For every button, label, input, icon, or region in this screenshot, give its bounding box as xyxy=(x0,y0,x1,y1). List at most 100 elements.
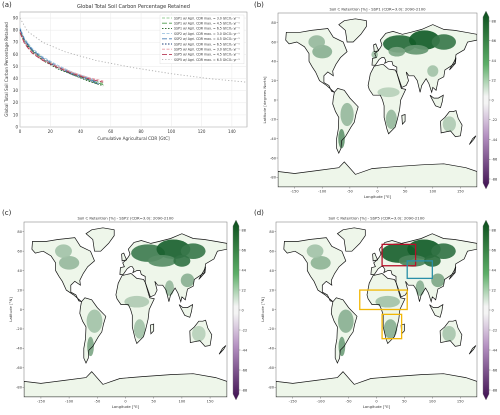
map-title: Soil C Retention [%] - SSP5 (CDR=3.0): 2… xyxy=(328,216,425,221)
legend-label: SSP2 w/ Agri. CDR max. = 4.5 GtCO₂ yr⁻¹ xyxy=(174,37,240,41)
colorbar-tick-label: 0 xyxy=(492,308,494,312)
y-tick-label: -20 xyxy=(16,327,23,331)
retention-patch xyxy=(375,295,400,308)
retention-patch xyxy=(124,295,150,308)
colorbar: 88 66 44 22 0 -22 -44 -66 -88 xyxy=(232,219,248,401)
colorbar-tick-label: 0 xyxy=(492,98,494,102)
land-antarctica xyxy=(276,371,477,397)
retention-patch xyxy=(442,116,456,132)
x-tick-label: 150 xyxy=(207,400,215,404)
x-tick-label: 0 xyxy=(376,190,379,194)
map-title: Soil C Retention [%] - SSP1 (CDR=3.0): 2… xyxy=(329,7,426,12)
coastline-eurasia xyxy=(370,233,477,304)
colorbar-bar xyxy=(482,10,490,190)
y-tick-label: 60 xyxy=(13,52,19,57)
y-tick-label: -20 xyxy=(268,327,275,331)
y-tick-label: 20 xyxy=(17,288,22,292)
coastline-indonesia xyxy=(429,94,444,109)
x-tick-label: 50 xyxy=(402,400,407,404)
y-tick-label: -60 xyxy=(16,366,23,370)
y-tick-label: 40 xyxy=(17,269,22,273)
legend-label: SSP5 w/ Agri. CDR max. = 4.5 GtCO₂ yr⁻¹ xyxy=(174,53,240,57)
colorbar-tick-label: -66 xyxy=(242,368,248,372)
x-axis-label: Longitude [°E] xyxy=(364,194,392,199)
y-tick-label: -60 xyxy=(268,366,275,370)
coastline-indonesia xyxy=(429,303,444,318)
y-tick-label: 40 xyxy=(269,269,274,273)
colorbar-tick-label: -44 xyxy=(492,138,498,142)
retention-patch xyxy=(338,129,345,149)
retention-patch xyxy=(308,35,325,49)
colorbar-tick-label: 22 xyxy=(492,79,496,83)
retention-patch xyxy=(180,273,195,288)
y-tick-label: 80 xyxy=(271,21,276,25)
legend-label: SSP2 w/ Agri. CDR max. = 3.0 GtCO₂ yr⁻¹ xyxy=(174,32,240,36)
x-tick-label: 0 xyxy=(124,400,127,404)
retention-patch xyxy=(164,280,174,296)
coastline-layer xyxy=(276,227,477,397)
coastline-namerica xyxy=(283,237,347,303)
x-tick-label: -150 xyxy=(291,190,300,194)
y-tick-label: -80 xyxy=(16,386,23,390)
retention-patch xyxy=(55,244,72,258)
legend-label: SSP1 w/ Agri. CDR max. = 6.5 GtCO₂ yr⁻¹ xyxy=(174,27,240,31)
x-tick-label: 50 xyxy=(403,190,408,194)
x-tick-label: 120 xyxy=(198,129,206,134)
colorbar-tick-label: 88 xyxy=(242,228,246,232)
series-line-7 xyxy=(19,31,104,82)
map-title: Soil C Retention [%] - SSP2 (CDR=3.0): 2… xyxy=(77,216,174,221)
colorbar-tick-label: 66 xyxy=(492,248,496,252)
coastline-nz xyxy=(218,345,227,355)
panel-label-a: (a) xyxy=(2,1,12,9)
colorbar-tick-label: -88 xyxy=(492,388,498,392)
colorbar-tick-label: 22 xyxy=(242,288,246,292)
coastline-samerica xyxy=(330,297,358,364)
retention-patch xyxy=(371,50,379,59)
retention-patch xyxy=(388,46,406,57)
y-axis-label: Global Total Soil Carbon Percentage Reta… xyxy=(4,22,9,117)
y-tick-label: 60 xyxy=(271,40,276,44)
coastline-greenland xyxy=(338,18,367,43)
colorbar-tick-label: -88 xyxy=(492,177,498,181)
retention-patch xyxy=(442,326,456,342)
x-tick-label: 100 xyxy=(429,400,437,404)
colorbar: 88 66 44 22 0 -22 -44 -66 -88 xyxy=(482,219,498,401)
y-tick-label: 80 xyxy=(13,28,19,33)
map-panel-d: -150 -100 -50 0 50 100 150 80 60 40 20 0 -20 -40 -60 -8… xyxy=(260,216,498,410)
coastline-uk xyxy=(121,252,128,262)
coastline-samerica xyxy=(79,297,107,364)
land-uk xyxy=(372,253,378,261)
retention-patch xyxy=(415,280,425,296)
land-greenland xyxy=(338,18,367,42)
colorbar-tick-label: 44 xyxy=(492,268,497,272)
retention-patch xyxy=(431,243,456,259)
coastline-nz xyxy=(468,345,477,355)
x-tick-label: 100 xyxy=(168,129,176,134)
colorbar-tick-label: -44 xyxy=(242,348,248,352)
x-axis-label: Cumulative Agricultural CDR [GtC] xyxy=(97,136,170,141)
retention-patch xyxy=(385,109,397,129)
coastline-antarctica xyxy=(276,371,477,397)
x-tick-label: 60 xyxy=(108,129,114,134)
highlight-box-3 xyxy=(359,289,408,311)
coastline-eurasia xyxy=(371,24,477,94)
y-tick-label: 30 xyxy=(13,88,19,93)
coastline-japan xyxy=(448,266,457,280)
x-tick-label: 40 xyxy=(78,129,84,134)
coastline-layer xyxy=(278,18,477,187)
retention-layer xyxy=(308,30,456,149)
retention-patch xyxy=(340,102,354,127)
map-panel-b: -150 -100 -50 0 50 100 150 80 60 40 20 0 -20 -40 -60 -8… xyxy=(262,7,498,200)
retention-patch xyxy=(409,30,440,50)
land-antarctica xyxy=(278,161,477,187)
line-chart: 0 20 40 60 80 100 120 140 0 10 20 30 40 50 60 70 80 90 Glo… xyxy=(4,4,248,141)
land-indonesia xyxy=(429,304,443,318)
retention-patch xyxy=(404,44,429,55)
y-tick-label: 40 xyxy=(13,76,19,81)
y-tick-label: 60 xyxy=(269,249,274,253)
land-indonesia xyxy=(430,95,444,108)
coastline-eurasia xyxy=(119,233,227,303)
retention-layer xyxy=(55,239,206,357)
legend-label: SSP2 w/ Agri. CDR max. = 6.5 GtCO₂ yr⁻¹ xyxy=(174,42,240,46)
